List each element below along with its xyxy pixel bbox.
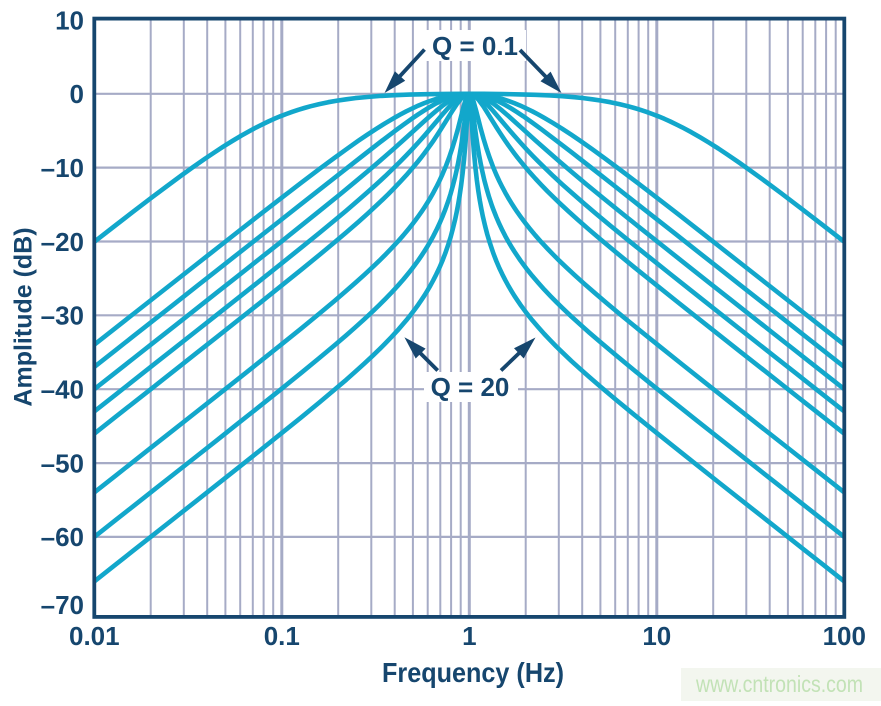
svg-text:–10: –10 xyxy=(41,153,84,183)
svg-text:–40: –40 xyxy=(41,375,84,405)
svg-text:Q = 0.1: Q = 0.1 xyxy=(432,31,518,61)
svg-text:Frequency (Hz): Frequency (Hz) xyxy=(382,657,564,688)
svg-text:–30: –30 xyxy=(41,301,84,331)
svg-text:–50: –50 xyxy=(41,448,84,478)
svg-text:0.01: 0.01 xyxy=(69,621,120,651)
svg-text:10: 10 xyxy=(642,621,671,651)
svg-text:1: 1 xyxy=(462,621,476,651)
svg-text:–20: –20 xyxy=(41,227,84,257)
svg-text:100: 100 xyxy=(823,621,866,651)
svg-text:0: 0 xyxy=(70,79,84,109)
svg-text:10: 10 xyxy=(55,5,84,35)
svg-text:–70: –70 xyxy=(41,590,84,620)
svg-text:www.cntronics.com: www.cntronics.com xyxy=(695,671,863,697)
svg-text:–60: –60 xyxy=(41,522,84,552)
svg-text:Amplitude (dB): Amplitude (dB) xyxy=(10,227,38,406)
svg-text:Q = 20: Q = 20 xyxy=(431,372,510,402)
svg-text:0.1: 0.1 xyxy=(264,621,300,651)
